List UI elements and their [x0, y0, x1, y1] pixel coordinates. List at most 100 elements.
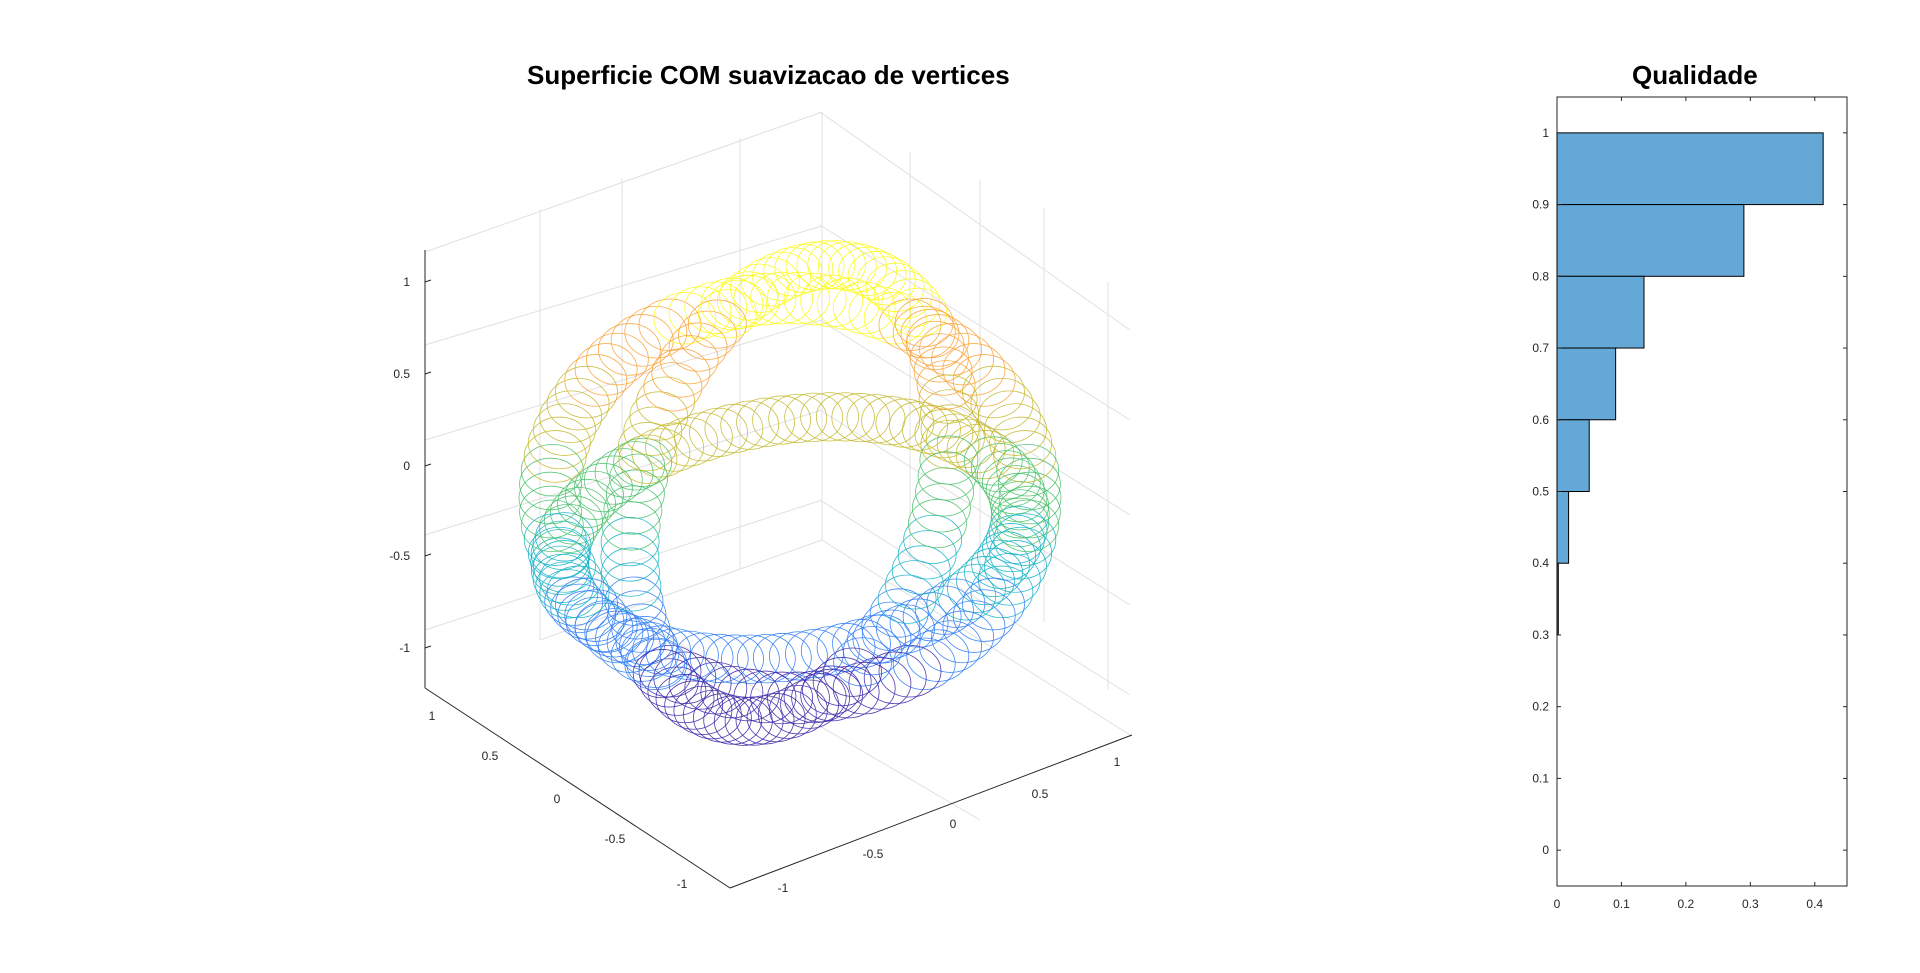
- mesh-ring: [952, 354, 1016, 407]
- mesh-ring: [678, 310, 737, 360]
- mesh-ring: [583, 455, 643, 505]
- mesh-ring: [565, 470, 624, 520]
- x-tick-label: -1: [677, 877, 688, 891]
- y-tick-label: -1: [778, 881, 789, 895]
- mesh-ring: [802, 665, 861, 715]
- grid-line: [424, 111, 823, 253]
- mesh-ring: [610, 629, 674, 682]
- mesh-ring: [708, 279, 768, 329]
- mesh-ring: [735, 695, 795, 745]
- mesh-ring: [913, 346, 973, 396]
- z-tick-mark: [424, 279, 432, 283]
- mesh-ring: [985, 465, 1045, 515]
- y-tick-label: 0.7: [1532, 341, 1549, 355]
- z-tick-mark: [424, 463, 432, 467]
- mesh-ring: [703, 695, 763, 745]
- y-tick-label: 0: [1542, 843, 1549, 857]
- mesh-ring: [659, 335, 719, 385]
- mesh-ring: [812, 657, 872, 707]
- mesh-ring: [998, 471, 1062, 525]
- mesh-ring: [645, 422, 704, 472]
- mesh-ring: [655, 674, 715, 724]
- mesh-ring: [600, 517, 660, 567]
- mesh-ring: [861, 396, 920, 446]
- mesh-ring: [519, 485, 582, 539]
- mesh-ring: [977, 390, 1041, 443]
- mesh-ring: [920, 404, 980, 454]
- mesh-ring: [906, 629, 970, 682]
- x-axis-line: [424, 687, 731, 889]
- mesh-ring: [689, 633, 749, 683]
- mesh-ring: [831, 393, 891, 443]
- mesh-ring: [800, 274, 864, 328]
- histogram-bar: [1556, 204, 1745, 277]
- mesh-ring: [604, 576, 664, 626]
- mesh-ring: [892, 305, 956, 359]
- surface-plot-title: Superficie COM suavizacao de vertices: [527, 60, 1010, 90]
- wireframe-surface: [518, 240, 1062, 746]
- mesh-ring: [624, 305, 688, 359]
- mesh-ring: [647, 666, 707, 716]
- mesh-ring: [636, 376, 695, 426]
- mesh-ring: [936, 418, 996, 468]
- mesh-ring: [733, 670, 797, 724]
- y-tick-label: 0.6: [1532, 413, 1549, 427]
- mesh-ring: [746, 693, 806, 743]
- mesh-ring: [639, 658, 699, 708]
- mesh-ring: [733, 272, 797, 326]
- mesh-ring: [527, 416, 591, 470]
- mesh-ring: [539, 553, 603, 606]
- mesh-ring: [996, 443, 1060, 497]
- x-tick-label: 0.5: [482, 749, 499, 763]
- mesh-ring: [693, 693, 752, 743]
- mesh-ring: [668, 657, 732, 710]
- mesh-ring: [721, 634, 780, 684]
- mesh-ring: [539, 390, 603, 443]
- mesh-ring: [889, 401, 948, 451]
- histogram-bar: [1556, 132, 1824, 206]
- mesh-ring: [863, 651, 927, 705]
- mesh-ring: [918, 374, 978, 424]
- mesh-ring: [618, 434, 678, 484]
- mesh-ring: [653, 291, 717, 345]
- mesh-ring: [767, 671, 830, 725]
- histogram-bar: [1556, 491, 1570, 564]
- mesh-ring: [993, 430, 1057, 483]
- mesh-ring: [952, 589, 1016, 642]
- y-tick-label: 0.5: [1032, 787, 1049, 801]
- mesh-ring: [942, 600, 1006, 653]
- mesh-ring: [763, 247, 823, 297]
- mesh-ring: [598, 620, 661, 673]
- y-tick-label: 1: [1542, 126, 1549, 140]
- mesh-ring: [998, 485, 1061, 539]
- mesh-ring: [719, 271, 778, 321]
- mesh-ring: [783, 272, 847, 326]
- mesh-ring: [892, 637, 956, 691]
- x-tick-label: 0.3: [1742, 897, 1759, 911]
- mesh-ring: [613, 437, 672, 487]
- mesh-ring: [915, 467, 974, 517]
- mesh-ring: [784, 392, 844, 442]
- mesh-ring: [881, 278, 941, 328]
- mesh-ring: [668, 286, 732, 339]
- surface-axis-lines: [424, 250, 1133, 889]
- grid-line: [424, 319, 823, 441]
- mesh-ring: [774, 243, 834, 293]
- mesh-ring: [730, 263, 789, 313]
- mesh-ring: [620, 627, 680, 677]
- mesh-ring: [817, 241, 877, 291]
- mesh-ring: [720, 400, 780, 450]
- mesh-ring: [594, 448, 654, 498]
- mesh-ring: [768, 393, 828, 443]
- mesh-ring: [894, 298, 954, 348]
- z-tick-mark: [424, 553, 432, 557]
- y-tick-label: -0.5: [863, 847, 884, 861]
- mesh-ring: [523, 430, 587, 483]
- x-tick-label: 0.2: [1678, 897, 1695, 911]
- mesh-ring: [757, 689, 817, 739]
- z-tick-label: 1: [403, 275, 410, 289]
- mesh-ring: [600, 532, 660, 582]
- mesh-ring: [816, 392, 875, 442]
